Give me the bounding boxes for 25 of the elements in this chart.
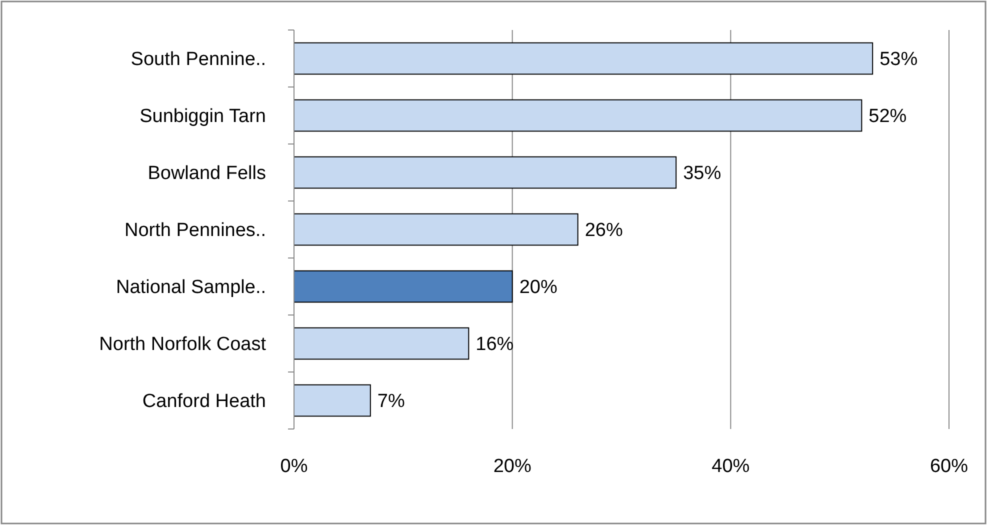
data-label: 26% [584,220,623,242]
data-label: 16% [476,334,514,356]
y-tick-label: Sunbiggin Tarn [140,106,266,128]
y-tick-label: Canford Heath [142,391,266,412]
bar [294,384,371,417]
bar [294,42,874,75]
y-tick-label: North Pennines.. [124,220,266,242]
bar [294,99,862,132]
data-label: 52% [868,106,907,128]
x-tick-label: 20% [493,456,532,477]
x-tick-label: 60% [930,456,968,477]
data-label: 20% [519,277,558,298]
bar [294,213,578,246]
y-tick-label: South Pennine.. [130,49,266,70]
data-label: 35% [683,163,722,184]
bar [294,327,470,360]
y-tick-label: National Sample.. [116,277,266,298]
bar [294,156,677,189]
data-label: 53% [880,49,918,70]
y-tick-label: Bowland Fells [148,163,266,184]
x-tick-label: 40% [712,456,750,477]
data-label: 7% [377,391,405,412]
bar [294,270,513,303]
y-tick-label: North Norfolk Coast [99,334,267,356]
x-tick-label: 0% [280,456,308,477]
